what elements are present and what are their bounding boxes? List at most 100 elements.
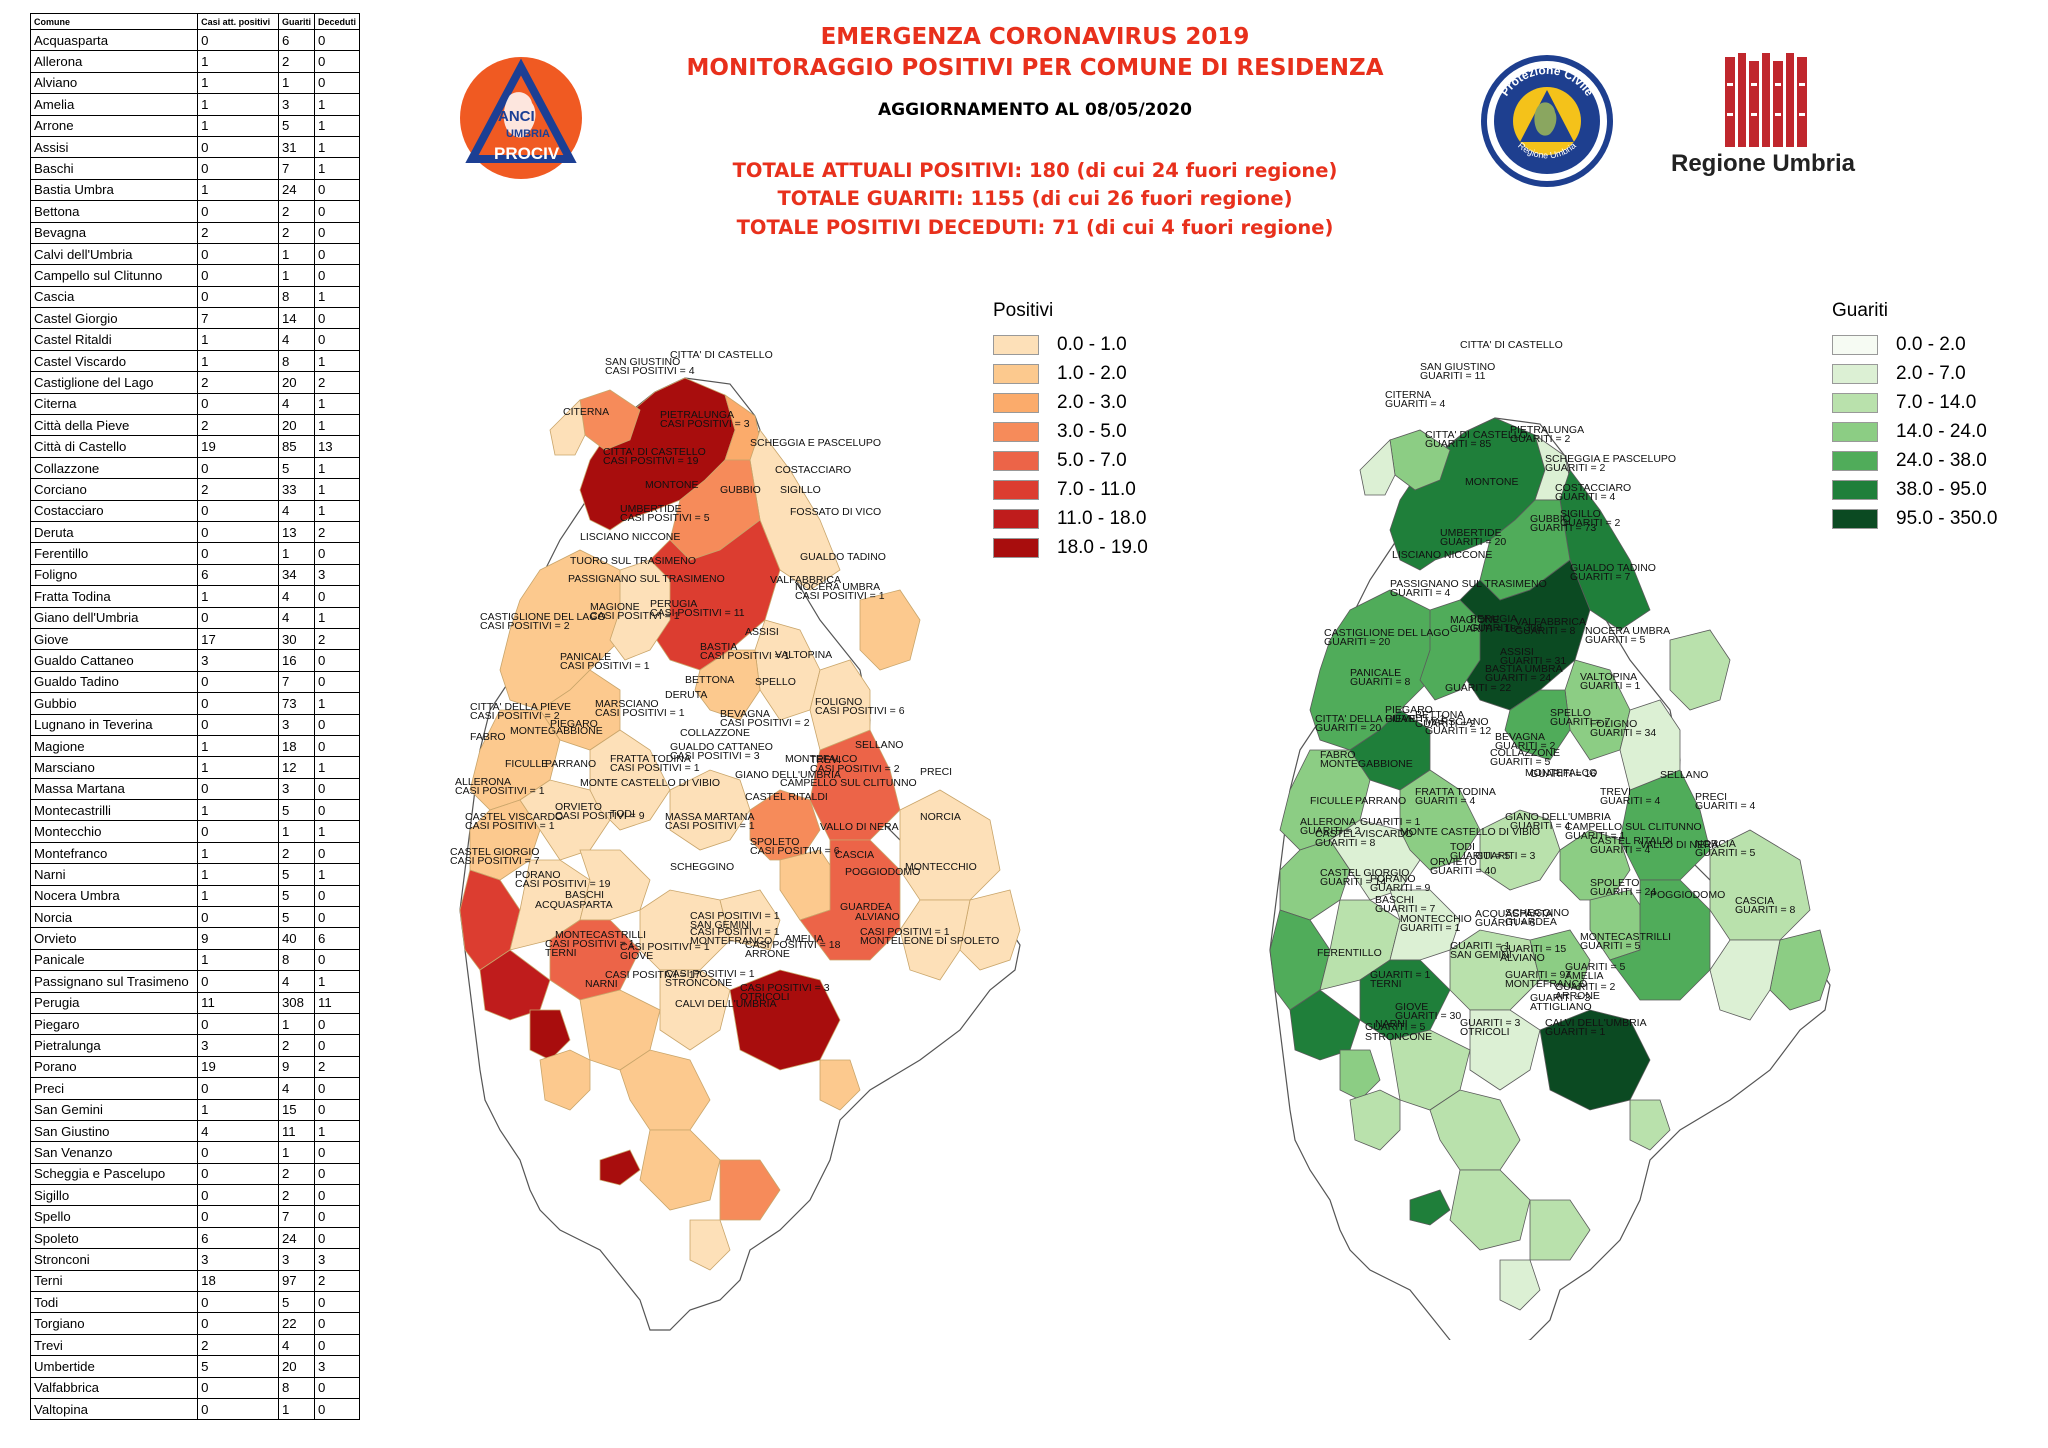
map-positivi-municipality-area	[589, 729, 671, 831]
cell-deceduti: 0	[313, 649, 361, 672]
cell-guariti: 34	[277, 563, 315, 587]
legend-positivi-item: 2.0 - 3.0	[993, 388, 1148, 417]
legend-guariti-label: 0.0 - 2.0	[1896, 333, 1966, 355]
cell-comune: Foligno	[29, 563, 199, 587]
cell-deceduti: 1	[313, 499, 361, 522]
map-guariti-municipality-label: PORANO	[1370, 873, 1416, 885]
map-guariti-municipality-label: CITTA' DI CASTELLO	[1425, 429, 1528, 441]
map-guariti-municipality-label: GUARDEA	[1505, 916, 1557, 928]
legend-guariti-swatch	[1832, 508, 1878, 529]
map-guariti-municipality-label: STRONCONE	[1365, 1031, 1432, 1043]
map-positivi-municipality-label: GUALDO CATTANEO	[670, 741, 773, 753]
map-positivi-municipality-label: CALVI DELL'UMBRIA	[675, 998, 777, 1010]
cell-deceduti: 1	[313, 114, 361, 137]
map-guariti-municipality-label: GUARITI = 3	[1475, 850, 1536, 862]
legend-guariti-item: 38.0 - 95.0	[1832, 475, 1997, 504]
map-positivi-municipality-label: SAN GEMINI	[690, 919, 752, 931]
cell-guariti: 18	[277, 734, 315, 758]
map-positivi-municipality-label: CASI POSITIVI = 1	[690, 926, 780, 938]
cell-deceduti: 0	[313, 1205, 361, 1228]
map-positivi-municipality-area	[899, 789, 1001, 901]
map-guariti-municipality-label: VALFABBRICA	[1515, 616, 1586, 628]
map-guariti-municipality-label: TERNI	[1370, 978, 1402, 990]
map-guariti-municipality-area	[1529, 1199, 1591, 1261]
legend-positivi-label: 0.0 - 1.0	[1057, 333, 1127, 355]
table-row: Città della Pieve 2 20 1	[29, 414, 361, 437]
cell-positivi: 0	[197, 970, 279, 993]
map-positivi-municipality-label: CASI POSITIVI = 9	[555, 810, 645, 822]
map-positivi-municipality-label: COSTACCIARO	[775, 464, 851, 476]
map-guariti-municipality-label: GUARITI = 7	[1570, 571, 1631, 583]
map-guariti-municipality-label: CASTEL GIORGIO	[1320, 867, 1409, 879]
map-guariti-municipality-label: OTRICOLI	[1460, 1026, 1510, 1038]
header-deceduti: Deceduti	[313, 13, 361, 30]
cell-comune: Baschi	[29, 157, 199, 180]
map-guariti-municipality-label: GUARITI = 2	[1545, 462, 1606, 474]
map-guariti-municipality-label: SCHEGGIA E PASCELUPO	[1545, 453, 1676, 465]
map-positivi-municipality-label: PANICALE	[560, 651, 611, 663]
cell-deceduti: 0	[313, 884, 361, 908]
cell-positivi: 5	[197, 1355, 279, 1378]
map-guariti-municipality-label: GUARITI = 24	[1485, 672, 1551, 684]
map-positivi-municipality-label: PERUGIA	[650, 598, 697, 610]
cell-positivi: 1	[197, 884, 279, 908]
map-guariti-municipality-area	[1359, 959, 1451, 1041]
map-positivi-municipality-label: CASI POSITIVI = 19	[515, 878, 611, 890]
cell-deceduti: 0	[313, 178, 361, 202]
map-positivi-municipality-label: CASI POSITIVI = 1	[595, 707, 685, 719]
cell-positivi: 0	[197, 1291, 279, 1314]
cell-deceduti: 0	[313, 1141, 361, 1164]
legend-positivi-item: 5.0 - 7.0	[993, 446, 1148, 475]
map-guariti-municipality-label: COLLAZZONE	[1490, 747, 1560, 759]
cell-deceduti: 0	[313, 1312, 361, 1335]
map-positivi-municipality-area	[719, 1159, 781, 1221]
cell-deceduti: 0	[313, 1184, 361, 1207]
cell-comune: Città di Castello	[29, 435, 199, 458]
map-guariti-municipality-label: GUARITI = 4	[1415, 795, 1476, 807]
table-row: Castel Giorgio 7 14 0	[29, 307, 361, 330]
cell-positivi: 1	[197, 349, 279, 373]
legend-guariti-label: 24.0 - 38.0	[1896, 449, 1987, 471]
map-guariti-municipality-area	[1619, 699, 1681, 791]
map-positivi-municipality-label: CASI POSITIVI = 3	[740, 982, 830, 994]
map-positivi-municipality-label: PASSIGNANO SUL TRASIMENO	[568, 573, 725, 585]
map-positivi-municipality-label: CITTA' DI CASTELLO	[603, 446, 706, 458]
map-guariti-municipality-label: GUARITI = 5	[1450, 850, 1511, 862]
cell-positivi: 0	[197, 135, 279, 159]
map-guariti-municipality-area	[1619, 769, 1711, 881]
table-row: Castel Ritaldi 1 4 0	[29, 328, 361, 351]
map-guariti-municipality-label: NORCIA	[1695, 838, 1736, 850]
cell-comune: Norcia	[29, 906, 199, 929]
map-positivi-municipality-label: CASI POSITIVI = 4	[605, 365, 695, 377]
map-guariti-municipality-label: GUARITI = 5	[1585, 634, 1646, 646]
map-positivi-municipality-label: MONTONE	[645, 479, 698, 491]
cell-deceduti: 0	[313, 777, 361, 801]
cell-comune: Arrone	[29, 114, 199, 137]
map-positivi-municipality-area	[749, 789, 821, 861]
legend-guariti-item: 24.0 - 38.0	[1832, 446, 1997, 475]
map-positivi-municipality-label: CASI POSITIVI = 1	[455, 785, 545, 797]
map-guariti-municipality-area	[1449, 929, 1541, 1011]
table-row: Bevagna 2 2 0	[29, 221, 361, 244]
map-guariti-municipality-area	[1419, 599, 1481, 701]
table-row: Calvi dell'Umbria 0 1 0	[29, 242, 361, 266]
map-positivi-municipality-label: CASI POSITIVI = 1	[465, 820, 555, 832]
cell-comune: Calvi dell'Umbria	[29, 242, 199, 266]
map-guariti-municipality-area	[1409, 1189, 1451, 1226]
anci-umbria-logo: ANCI UMBRIA PROCIV	[460, 57, 582, 179]
map-guariti-municipality-area	[1359, 439, 1396, 496]
table-row: Foligno 6 34 3	[29, 563, 361, 587]
map-positivi-municipality-label: ORVIETO	[555, 801, 602, 813]
map-guariti-municipality-label: FERENTILLO	[1317, 947, 1382, 959]
map-positivi-municipality-area	[529, 1009, 571, 1061]
cell-positivi: 0	[197, 606, 279, 629]
map-guariti-municipality-label: PIETRALUNGA	[1510, 424, 1584, 436]
cell-positivi: 2	[197, 221, 279, 244]
map-guariti-municipality-label: CASTEL RITALDI	[1590, 835, 1673, 847]
cell-deceduti: 3	[313, 563, 361, 587]
map-positivi-municipality-label: DERUTA	[665, 689, 707, 701]
map-positivi-municipality-label: NORCIA	[920, 811, 961, 823]
map-guariti-municipality-label: MONTEGABBIONE	[1320, 758, 1413, 770]
cell-deceduti: 0	[313, 1333, 361, 1357]
